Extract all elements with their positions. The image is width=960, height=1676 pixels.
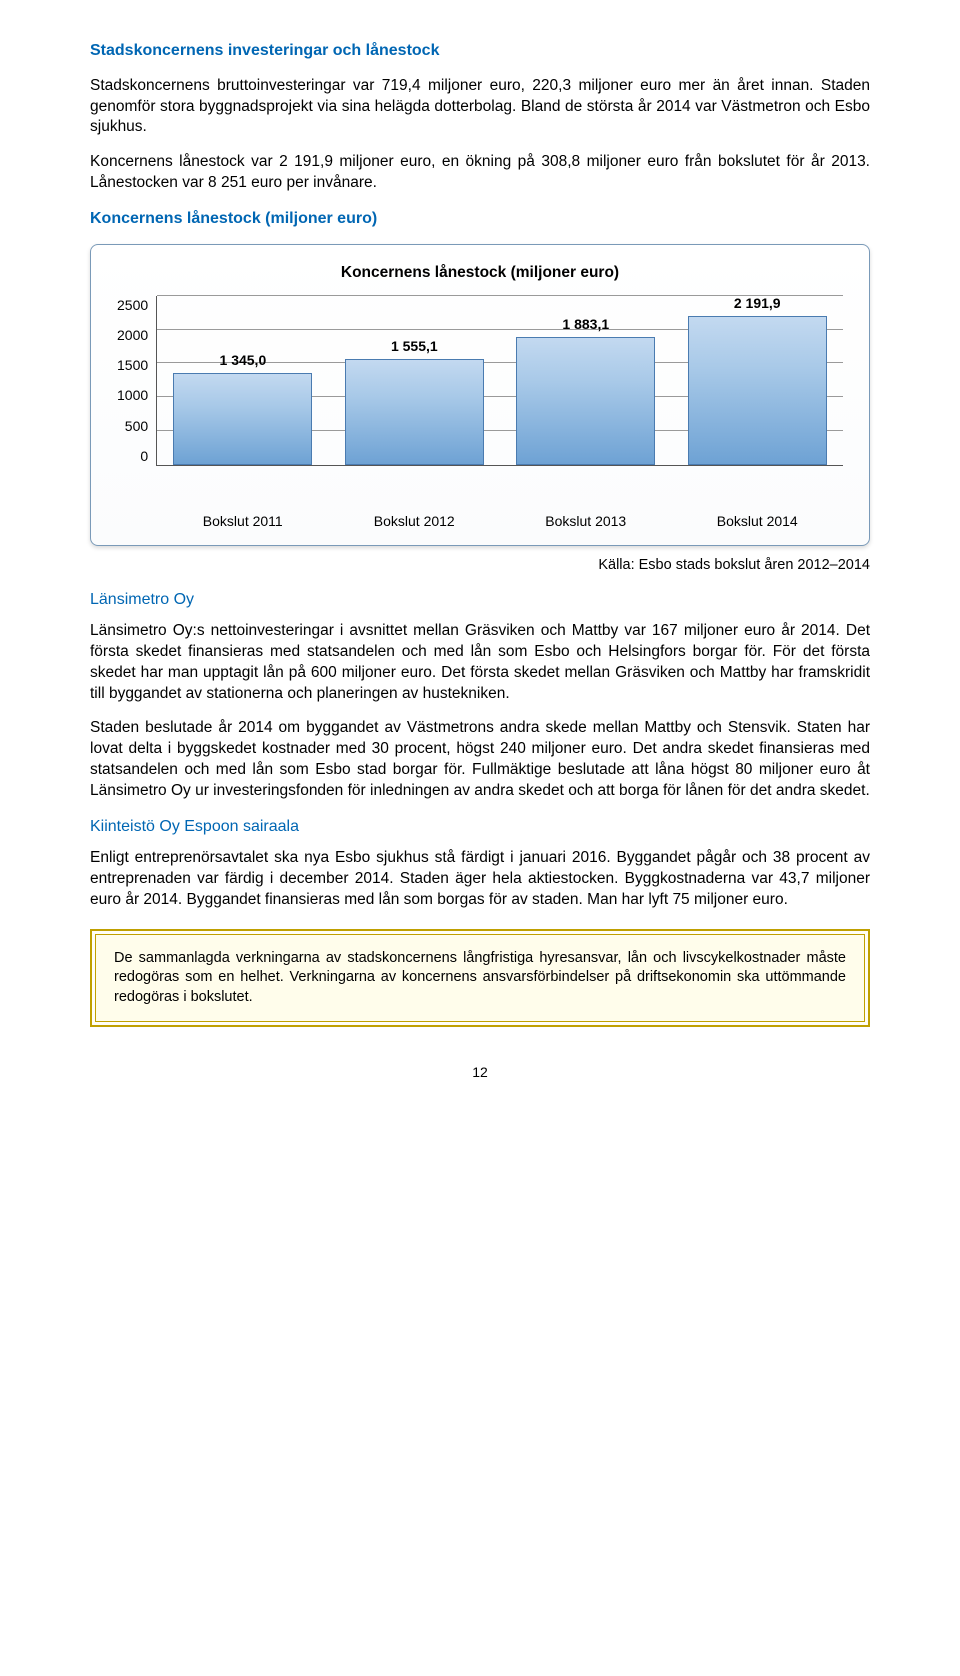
chart-title: Koncernens lånestock (miljoner euro) [117,263,843,284]
subsection-heading: Kiinteistö Oy Espoon sairaala [90,816,870,838]
bar: 1 555,1 [339,337,490,465]
callout-box: De sammanlagda verkningarna av stadskonc… [90,929,870,1028]
paragraph: Stadskoncernens bruttoinvesteringar var … [90,76,870,139]
section-heading: Stadskoncernens investeringar och lånest… [90,40,870,62]
xtick: Bokslut 2013 [500,506,672,531]
chart-area: 2500 2000 1500 1000 500 0 1 345,0 1 555,1… [117,296,843,506]
x-axis: Bokslut 2011 Bokslut 2012 Bokslut 2013 B… [157,506,843,531]
bars-group: 1 345,0 1 555,1 1 883,1 2 191,9 [157,296,843,465]
xtick: Bokslut 2012 [329,506,501,531]
paragraph: Enligt entreprenörsavtalet ska nya Esbo … [90,848,870,911]
ytick: 2000 [117,326,148,345]
ytick: 0 [140,447,148,466]
callout-text: De sammanlagda verkningarna av stadskonc… [95,934,865,1023]
ytick: 2500 [117,296,148,315]
chart-container: Koncernens lånestock (miljoner euro) 250… [90,244,870,546]
bar-rect [173,373,312,464]
paragraph: Koncernens lånestock var 2 191,9 miljone… [90,152,870,194]
bar-rect [516,337,655,465]
bar-value-label: 1 555,1 [391,337,438,356]
bar-rect [688,316,827,465]
xtick: Bokslut 2014 [672,506,844,531]
ytick: 1500 [117,356,148,375]
bar-value-label: 1 883,1 [562,315,609,334]
plot-area: 1 345,0 1 555,1 1 883,1 2 191,9 [156,296,843,466]
bar-rect [345,359,484,465]
ytick: 1000 [117,386,148,405]
bar: 1 345,0 [167,351,318,464]
xtick: Bokslut 2011 [157,506,329,531]
bar-value-label: 1 345,0 [220,351,267,370]
bar-value-label: 2 191,9 [734,294,781,313]
bar: 2 191,9 [682,294,833,465]
y-axis: 2500 2000 1500 1000 500 0 [117,296,156,466]
bar: 1 883,1 [510,315,661,465]
page-number: 12 [90,1063,870,1082]
paragraph: Staden beslutade år 2014 om byggandet av… [90,718,870,802]
chart-heading: Koncernens lånestock (miljoner euro) [90,208,870,230]
subsection-heading: Länsimetro Oy [90,589,870,611]
chart-source: Källa: Esbo stads bokslut åren 2012–2014 [90,556,870,576]
ytick: 500 [125,417,148,436]
paragraph: Länsimetro Oy:s nettoinvesteringar i avs… [90,621,870,705]
